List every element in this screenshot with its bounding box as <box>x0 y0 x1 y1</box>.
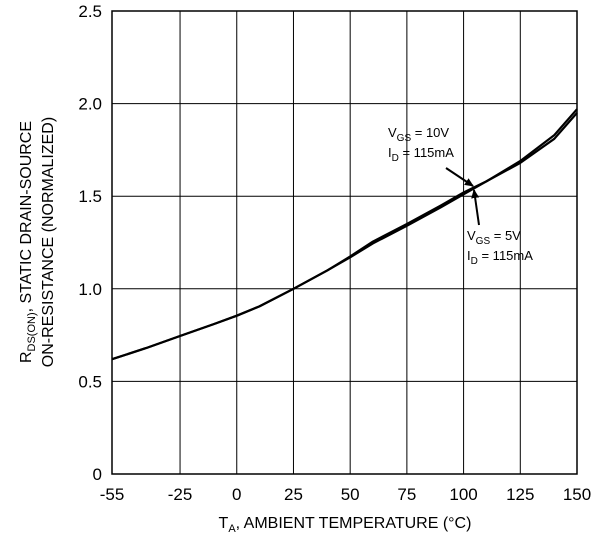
x-tick-label: 25 <box>284 485 303 504</box>
annotation-label-2-id: ID = 115mA <box>467 248 533 267</box>
x-tick-label: 100 <box>449 485 477 504</box>
y-tick-label: 1.5 <box>78 187 102 206</box>
annotation-label-1-vgs: VGS = 10V <box>388 125 449 144</box>
x-tick-label: 50 <box>341 485 360 504</box>
x-tick-label: 0 <box>232 485 241 504</box>
x-tick-label: 125 <box>506 485 534 504</box>
annotation-arrow-1 <box>445 167 474 187</box>
y-tick-labels: 0 0.5 1.0 1.5 2.0 2.5 <box>78 2 102 484</box>
x-tick-labels: -55 -25 0 25 50 75 100 125 150 <box>100 485 591 504</box>
annotation-label-1-id: ID = 115mA <box>388 145 454 164</box>
x-tick-label: 150 <box>563 485 591 504</box>
y-tick-label: 0.5 <box>78 372 102 391</box>
grid <box>111 10 578 475</box>
annotation-label-2-vgs: VGS = 5V <box>467 228 521 247</box>
y-tick-label: 2.5 <box>78 2 102 21</box>
x-tick-label: -25 <box>168 485 193 504</box>
x-tick-label: -55 <box>100 485 125 504</box>
y-tick-label: 1.0 <box>78 280 102 299</box>
series-line-2 <box>111 108 578 361</box>
series-group <box>111 108 578 361</box>
x-tick-label: 75 <box>397 485 416 504</box>
y-tick-label: 0 <box>93 465 102 484</box>
y-axis-title-line2: ON-RESISTANCE (NORMALIZED) <box>40 117 57 367</box>
y-tick-label: 2.0 <box>78 95 102 114</box>
x-axis-title: TA, AMBIENT TEMPERATURE (°C) <box>219 515 472 533</box>
annotation-arrow-2 <box>471 189 480 226</box>
y-axis-title-line1: RDS(ON), STATIC DRAIN-SOURCE <box>18 121 38 363</box>
plot-frame <box>111 10 578 475</box>
